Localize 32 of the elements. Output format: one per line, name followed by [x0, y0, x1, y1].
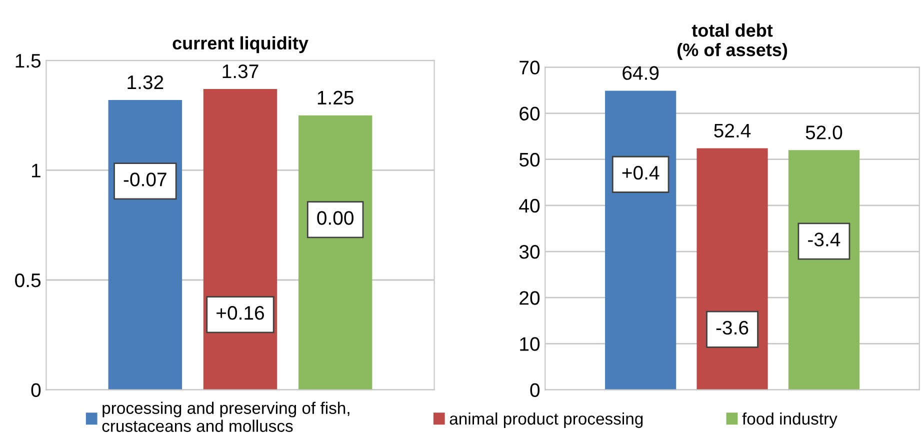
data-label: 52.4	[714, 124, 751, 138]
y-tick-label: 60	[520, 106, 540, 121]
y-tick-label: 0	[31, 383, 41, 397]
legend-label: food industry	[742, 412, 838, 428]
bar	[605, 90, 676, 390]
y-tick-label: 30	[519, 244, 540, 259]
y-tick-label: 50	[519, 152, 540, 167]
data-label: 1.37	[222, 64, 258, 78]
data-label: 64.9	[622, 66, 659, 80]
data-label: 52.0	[806, 126, 842, 140]
chart-title: total debt	[692, 24, 773, 37]
legend-label: processing and preserving of fish, crustaceans and molluscs	[102, 402, 350, 432]
legend-label: animal product processing	[450, 412, 643, 428]
annotation: -0.07	[124, 172, 166, 186]
data-label: 1.25	[318, 90, 354, 105]
annotation: -3.6	[716, 320, 748, 335]
annotation: -3.4	[808, 232, 840, 246]
y-tick-label: 0.5	[15, 273, 41, 288]
data-label: 1.32	[128, 75, 164, 90]
y-tick-label: 0	[530, 383, 540, 397]
y-tick-label: 20	[520, 291, 540, 305]
y-tick-label: 1.5	[16, 54, 41, 68]
chart-title: current liquidity	[172, 36, 308, 54]
annotation: 0.00	[317, 211, 354, 225]
bar	[203, 89, 278, 390]
annotation: +0.4	[622, 166, 660, 180]
y-tick-label: 70	[520, 60, 540, 74]
y-tick-label: 10	[520, 337, 540, 351]
y-tick-label: 40	[519, 198, 540, 213]
annotation: +0.16	[216, 306, 264, 320]
y-tick-label: 1	[32, 164, 40, 178]
chart-subtitle: (% of assets)	[677, 43, 788, 60]
